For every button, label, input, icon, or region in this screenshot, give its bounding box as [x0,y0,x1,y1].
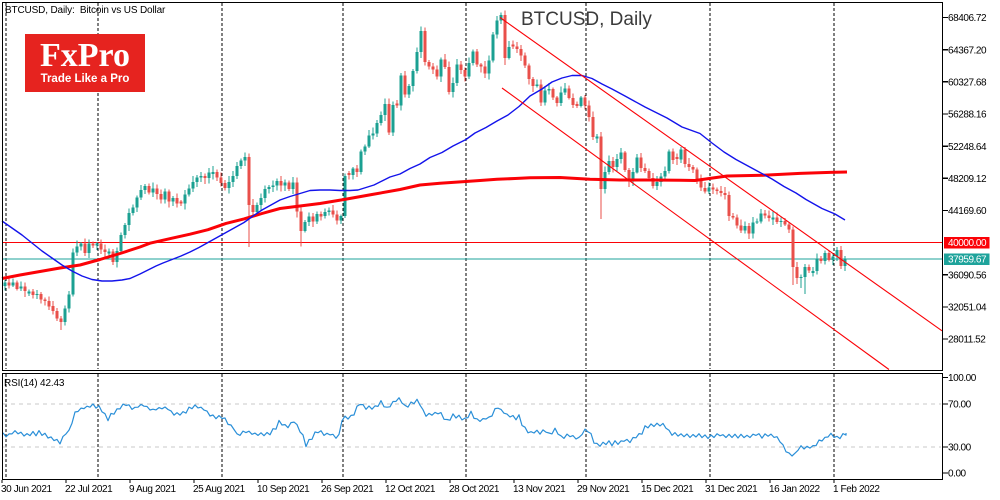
svg-text:37959.67: 37959.67 [948,255,987,266]
svg-text:60327.68: 60327.68 [948,77,987,88]
svg-text:9 Aug 2021: 9 Aug 2021 [129,484,176,495]
svg-text:29 Nov 2021: 29 Nov 2021 [577,484,630,495]
svg-text:56288.16: 56288.16 [948,110,987,121]
svg-text:30 Jun 2021: 30 Jun 2021 [1,484,52,495]
svg-text:100.00: 100.00 [948,373,977,384]
svg-text:13 Nov 2021: 13 Nov 2021 [513,484,566,495]
svg-text:16 Jan 2022: 16 Jan 2022 [769,484,820,495]
svg-text:32051.04: 32051.04 [948,303,987,314]
svg-text:BTCUSD, Daily: Bitcoin vs US: BTCUSD, Daily: Bitcoin vs US Dollar [5,5,166,16]
svg-text:64367.20: 64367.20 [948,45,987,56]
svg-text:52248.64: 52248.64 [948,142,987,153]
svg-text:BTCUSD, Daily: BTCUSD, Daily [521,9,652,30]
svg-text:0.00: 0.00 [948,469,967,480]
svg-text:26 Sep 2021: 26 Sep 2021 [321,484,374,495]
svg-text:FxPro: FxPro [40,37,130,74]
svg-text:12 Oct 2021: 12 Oct 2021 [385,484,436,495]
svg-text:RSI(14) 42.43: RSI(14) 42.43 [4,378,65,389]
svg-text:1 Feb 2022: 1 Feb 2022 [833,484,880,495]
svg-text:10 Sep 2021: 10 Sep 2021 [257,484,310,495]
svg-text:44169.60: 44169.60 [948,206,987,217]
svg-text:28 Oct 2021: 28 Oct 2021 [449,484,500,495]
svg-text:48209.12: 48209.12 [948,174,987,185]
svg-text:30.00: 30.00 [948,443,972,454]
svg-text:28011.52: 28011.52 [948,335,986,346]
svg-text:Trade Like a Pro: Trade Like a Pro [41,73,130,85]
svg-text:31 Dec 2021: 31 Dec 2021 [705,484,758,495]
svg-text:22 Jul 2021: 22 Jul 2021 [65,484,113,495]
svg-text:40000.00: 40000.00 [948,238,987,249]
svg-text:25 Aug 2021: 25 Aug 2021 [193,484,246,495]
svg-text:36090.56: 36090.56 [948,270,987,281]
svg-text:15 Dec 2021: 15 Dec 2021 [641,484,694,495]
svg-text:70.00: 70.00 [948,400,972,411]
svg-text:68406.72: 68406.72 [948,13,987,24]
